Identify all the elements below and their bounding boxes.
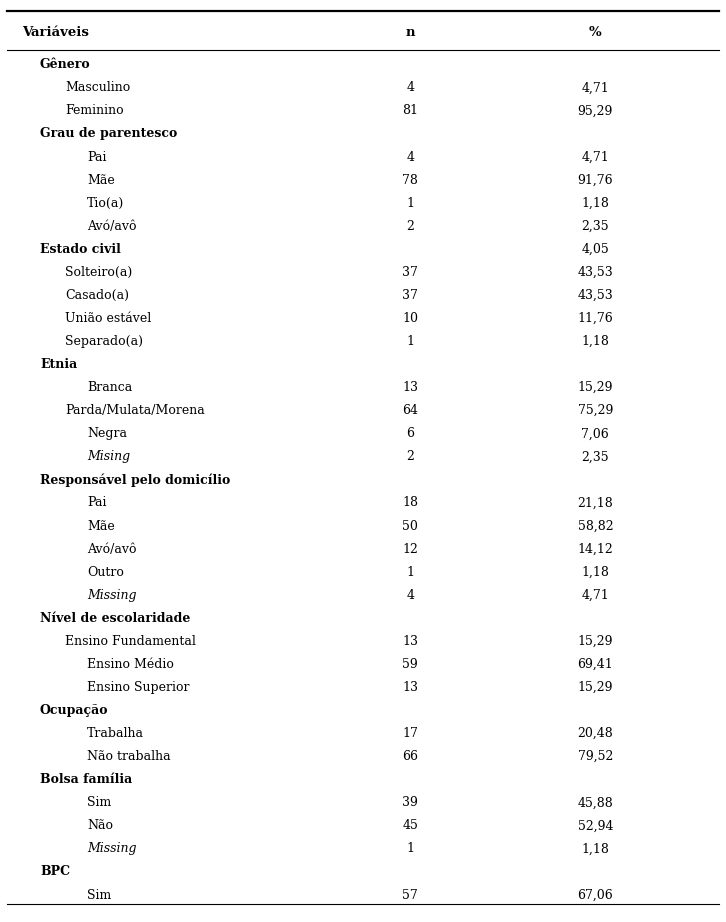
Text: Trabalha: Trabalha: [87, 727, 144, 740]
Text: 11,76: 11,76: [577, 312, 613, 325]
Text: 2: 2: [407, 450, 414, 464]
Text: 4,71: 4,71: [582, 589, 609, 602]
Text: 69,41: 69,41: [577, 658, 613, 671]
Text: 2,35: 2,35: [582, 219, 609, 232]
Text: 13: 13: [402, 381, 418, 394]
Text: Mãe: Mãe: [87, 519, 115, 533]
Text: 50: 50: [402, 519, 418, 533]
Text: Negra: Negra: [87, 427, 127, 441]
Text: Ocupação: Ocupação: [40, 704, 108, 717]
Text: Feminino: Feminino: [65, 104, 124, 117]
Text: Pai: Pai: [87, 150, 107, 163]
Text: 20,48: 20,48: [577, 727, 613, 740]
Text: 81: 81: [402, 104, 418, 117]
Text: 17: 17: [402, 727, 418, 740]
Text: Etnia: Etnia: [40, 358, 77, 371]
Text: 1,18: 1,18: [582, 843, 609, 856]
Text: 75,29: 75,29: [578, 404, 613, 418]
Text: Casado(a): Casado(a): [65, 289, 129, 301]
Text: 4,71: 4,71: [582, 81, 609, 94]
Text: 45: 45: [402, 820, 418, 833]
Text: 43,53: 43,53: [577, 266, 613, 278]
Text: Ensino Médio: Ensino Médio: [87, 658, 174, 671]
Text: 66: 66: [402, 751, 418, 763]
Text: 21,18: 21,18: [577, 496, 613, 510]
Text: Branca: Branca: [87, 381, 132, 394]
Text: 67,06: 67,06: [577, 889, 613, 902]
Text: 15,29: 15,29: [578, 635, 613, 648]
Text: 12: 12: [402, 542, 418, 556]
Text: 1,18: 1,18: [582, 335, 609, 348]
Text: 64: 64: [402, 404, 418, 418]
Text: Mãe: Mãe: [87, 173, 115, 186]
Text: 4: 4: [406, 589, 415, 602]
Text: Separado(a): Separado(a): [65, 335, 143, 348]
Text: 52,94: 52,94: [578, 820, 613, 833]
Text: 95,29: 95,29: [578, 104, 613, 117]
Text: Sim: Sim: [87, 889, 111, 902]
Text: %: %: [589, 26, 602, 39]
Text: Não: Não: [87, 820, 113, 833]
Text: Bolsa família: Bolsa família: [40, 774, 132, 786]
Text: 57: 57: [402, 889, 418, 902]
Text: Avó/avô: Avó/avô: [87, 219, 136, 232]
Text: Gênero: Gênero: [40, 58, 91, 71]
Text: 4,05: 4,05: [582, 242, 609, 255]
Text: n: n: [405, 26, 415, 39]
Text: 2: 2: [407, 219, 414, 232]
Text: 2,35: 2,35: [582, 450, 609, 464]
Text: 7,06: 7,06: [582, 427, 609, 441]
Text: Variáveis: Variáveis: [22, 26, 89, 39]
Text: 59: 59: [402, 658, 418, 671]
Text: 1: 1: [406, 335, 415, 348]
Text: 4: 4: [406, 81, 415, 94]
Text: Tio(a): Tio(a): [87, 196, 124, 209]
Text: Estado civil: Estado civil: [40, 242, 121, 255]
Text: Ensino Superior: Ensino Superior: [87, 681, 189, 694]
Text: BPC: BPC: [40, 866, 70, 879]
Text: Sim: Sim: [87, 797, 111, 810]
Text: 13: 13: [402, 635, 418, 648]
Text: 1: 1: [406, 843, 415, 856]
Text: 4,71: 4,71: [582, 150, 609, 163]
Text: 39: 39: [402, 797, 418, 810]
Text: 78: 78: [402, 173, 418, 186]
Text: 43,53: 43,53: [577, 289, 613, 301]
Text: Pai: Pai: [87, 496, 107, 510]
Text: Avó/avô: Avó/avô: [87, 542, 136, 556]
Text: 58,82: 58,82: [577, 519, 613, 533]
Text: Não trabalha: Não trabalha: [87, 751, 171, 763]
Text: Ensino Fundamental: Ensino Fundamental: [65, 635, 196, 648]
Text: 6: 6: [406, 427, 415, 441]
Text: 13: 13: [402, 681, 418, 694]
Text: União estável: União estável: [65, 312, 152, 325]
Text: Missing: Missing: [87, 843, 136, 856]
Text: Solteiro(a): Solteiro(a): [65, 266, 133, 278]
Text: Nível de escolaridade: Nível de escolaridade: [40, 612, 190, 625]
Text: 45,88: 45,88: [577, 797, 613, 810]
Text: Masculino: Masculino: [65, 81, 131, 94]
Text: 1: 1: [406, 196, 415, 209]
Text: Responsável pelo domicílio: Responsável pelo domicílio: [40, 473, 230, 487]
Text: 15,29: 15,29: [578, 381, 613, 394]
Text: 4: 4: [406, 150, 415, 163]
Text: 14,12: 14,12: [577, 542, 613, 556]
Text: 10: 10: [402, 312, 418, 325]
Text: 79,52: 79,52: [578, 751, 613, 763]
Text: 1,18: 1,18: [582, 196, 609, 209]
Text: Parda/Mulata/Morena: Parda/Mulata/Morena: [65, 404, 205, 418]
Text: 1: 1: [406, 566, 415, 579]
Text: 37: 37: [402, 289, 418, 301]
Text: 1,18: 1,18: [582, 566, 609, 579]
Text: 18: 18: [402, 496, 418, 510]
Text: 15,29: 15,29: [578, 681, 613, 694]
Text: Outro: Outro: [87, 566, 124, 579]
Text: 37: 37: [402, 266, 418, 278]
Text: 91,76: 91,76: [577, 173, 613, 186]
Text: Missing: Missing: [87, 589, 136, 602]
Text: Mising: Mising: [87, 450, 130, 464]
Text: Grau de parentesco: Grau de parentesco: [40, 127, 177, 140]
